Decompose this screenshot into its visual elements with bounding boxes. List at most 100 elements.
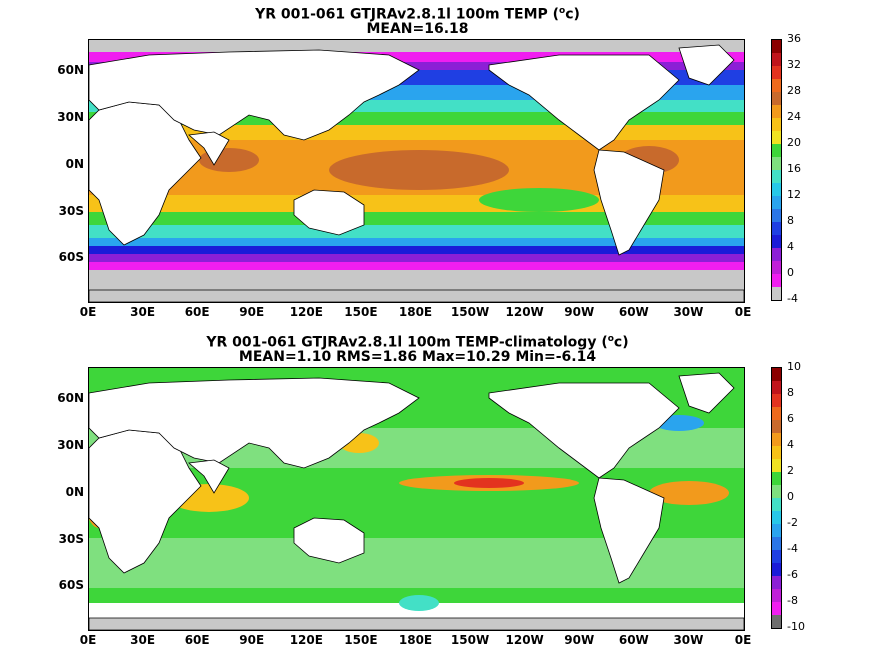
panel1-subtitle: MEAN=16.18 [366,21,469,37]
colorbar-label: 4 [787,438,794,451]
colorbar-label: 0 [787,266,794,279]
colorbar-segment [772,105,781,118]
x-tick-label: 90W [564,633,595,647]
x-tick-label: 30W [673,633,704,647]
land-south-america [593,149,665,256]
x-tick-label: 150W [450,633,490,647]
land-north-america [488,382,680,479]
x-tick-label: 30W [673,305,704,319]
colorbar-segment [772,53,781,66]
x-tick-label: 180E [398,633,433,647]
colorbar-segment [772,550,781,563]
colorbar-segment [772,485,781,498]
panel2-title: YR 001-061 GTJRAv2.8.1l 100m TEMP-climat… [0,331,835,351]
colorbar-segment [772,92,781,105]
colorbar-segment [772,420,781,433]
x-tick-label: 90E [239,305,265,319]
x-tick-label: 60E [184,633,210,647]
colorbar-segment [772,118,781,131]
x-tick-label: 150E [344,633,378,647]
colorbar-segment [772,407,781,420]
panel1-title-sup: o [559,6,566,16]
y-tick-label: 60N [57,63,84,77]
land-greenland [678,44,735,86]
colorbar-label: 8 [787,386,794,399]
colorbar-segment [772,524,781,537]
y-tick-label: 0N [65,157,84,171]
temp-band-14 [89,254,744,262]
x-tick-label: 120W [505,305,544,319]
x-tick-label: 180E [398,305,433,319]
x-tick-label: 90W [564,305,595,319]
x-tick-label: 90E [239,633,265,647]
top-panel: YR 001-061 GTJRAv2.8.1l 100m TEMP (oc) M… [0,3,835,319]
panel2-map [88,367,745,631]
colorbar-label: 8 [787,214,794,227]
anomaly-atlantic-warm [649,481,729,505]
colorbar-segment [772,261,781,274]
colorbar-segment [772,196,781,209]
panel1-title: YR 001-061 GTJRAv2.8.1l 100m TEMP (oc) [0,3,835,23]
colorbar-segment [772,472,781,485]
colorbar-label: 20 [787,136,801,149]
map2-svg [89,368,744,630]
colorbar-segment [772,66,781,79]
colorbar-segment [772,209,781,222]
warm-pool-west-pacific [329,150,509,190]
panel2-colorbar [771,367,782,629]
panel2-title-sup: o [607,334,614,344]
bottom-panel: YR 001-061 GTJRAv2.8.1l 100m TEMP-climat… [0,328,875,656]
colorbar-segment [772,498,781,511]
colorbar-segment [772,368,781,381]
colorbar-segment [772,40,781,53]
y-tick-label: 30N [57,438,84,452]
x-tick-label: 120E [289,633,323,647]
land-australia [293,189,365,236]
land-antarctica [89,617,744,630]
land-south-america [593,477,665,584]
colorbar-segment [772,183,781,196]
panel1-title-end: c) [565,6,580,23]
land-india [188,131,230,166]
colorbar-label: 2 [787,464,794,477]
y-tick-label: 30S [58,204,84,218]
x-tick-label: 0E [79,305,97,319]
colorbar-label: 6 [787,412,794,425]
x-tick-label: 120W [505,633,544,647]
x-tick-label: 150W [450,305,490,319]
colorbar-segment [772,170,781,183]
colorbar-label: 0 [787,490,794,503]
colorbar-segment [772,576,781,589]
colorbar-segment [772,511,781,524]
land-australia [293,517,365,564]
colorbar-segment [772,459,781,472]
colorbar-segment [772,274,781,287]
panel1-map [88,39,745,303]
panel1-colorbar [771,39,782,301]
land-north-america [488,54,680,151]
land-india [188,459,230,494]
colorbar-segment [772,79,781,92]
temp-band-12 [89,238,744,246]
colorbar-segment [772,433,781,446]
x-tick-label: 30E [130,305,156,319]
colorbar-segment [772,615,781,628]
panel1-title-main: YR 001-061 GTJRAv2.8.1l 100m TEMP ( [255,6,560,23]
temp-band-0 [89,40,744,52]
land-eurasia [89,49,420,141]
colorbar-segment [772,563,781,576]
x-tick-label: 30E [130,633,156,647]
colorbar-segment [772,537,781,550]
colorbar-label: -10 [787,620,805,633]
colorbar-segment [772,131,781,144]
cold-tongue-east-pacific [479,188,599,212]
colorbar-label: -2 [787,516,798,529]
x-tick-label: 60E [184,305,210,319]
y-tick-label: 60N [57,391,84,405]
y-tick-label: 60S [58,250,84,264]
panel2-title-main: YR 001-061 GTJRAv2.8.1l 100m TEMP-climat… [206,334,608,351]
temp-band-13 [89,246,744,254]
colorbar-segment [772,144,781,157]
x-tick-label: 0E [734,305,752,319]
land-eurasia [89,377,420,469]
